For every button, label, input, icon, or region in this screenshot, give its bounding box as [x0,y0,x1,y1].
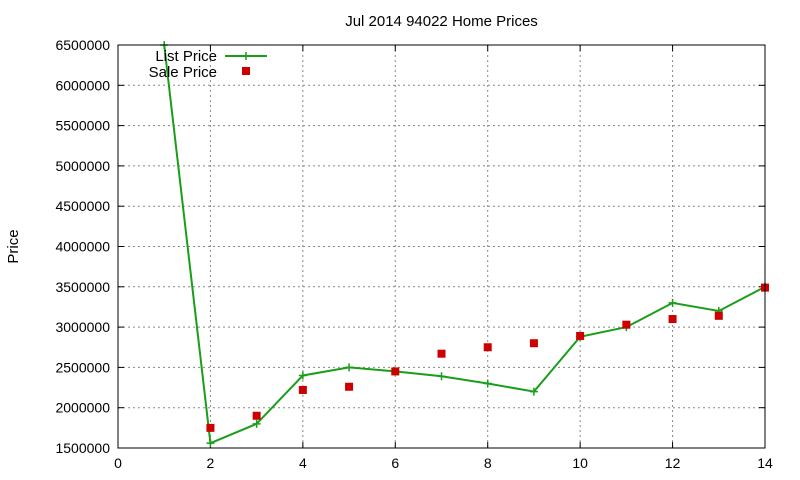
list-price-point [298,371,307,380]
list-price-point [437,372,446,381]
y-tick-label: 4500000 [55,198,110,214]
x-tick-label: 4 [299,455,307,471]
legend-marker-sale-price [242,67,250,75]
x-tick-label: 10 [572,455,588,471]
sale-price-point [622,320,631,329]
legend-label-sale-price: Sale Price [149,64,217,81]
plot-frame [117,44,766,449]
data-series [160,41,769,448]
legend-label-list-price: List Price [155,48,217,65]
x-tick-label: 8 [484,455,492,471]
list-price-point [206,439,215,448]
axis-ticks [117,44,766,449]
sale-price-point [298,385,307,394]
y-tick-label: 5000000 [55,158,110,174]
sale-price-point [668,315,677,324]
x-tick-label: 0 [114,455,122,471]
sale-price-point [206,423,215,432]
sale-price-point [576,331,585,340]
list-price-point [668,298,677,307]
x-tick-label: 6 [391,455,399,471]
sale-price-point [345,382,354,391]
y-tick-label: 6500000 [55,37,110,53]
y-tick-label: 4000000 [55,239,110,255]
list-price-point [345,363,354,372]
y-tick-label: 3000000 [55,319,110,335]
tick-labels: 0 2 4 6 8 10 12 14 1500000 2000000 2500000 3000000 3… [55,37,773,471]
sale-price-point [483,343,492,352]
legend-marker-list-price [242,52,250,60]
list-price-point [529,387,538,396]
grid-lines [118,45,765,448]
y-tick-label: 5500000 [55,118,110,134]
y-tick-label: 3500000 [55,279,110,295]
x-tick-label: 14 [757,455,773,471]
chart-title: Jul 2014 94022 Home Prices [345,13,538,30]
sale-price-point [529,339,538,348]
y-tick-label: 2500000 [55,359,110,375]
x-tick-label: 12 [665,455,681,471]
sale-price-point [714,311,723,320]
sale-price-point [252,411,261,420]
y-tick-label: 6000000 [55,77,110,93]
sale-price-point [437,349,446,358]
x-tick-label: 2 [207,455,215,471]
y-tick-label: 1500000 [55,440,110,456]
y-axis-label: Price [5,229,22,263]
y-tick-label: 2000000 [55,400,110,416]
list-price-point [483,379,492,388]
sale-price-point [391,367,400,376]
list-price-point [252,419,261,428]
list-price-line [163,44,766,445]
